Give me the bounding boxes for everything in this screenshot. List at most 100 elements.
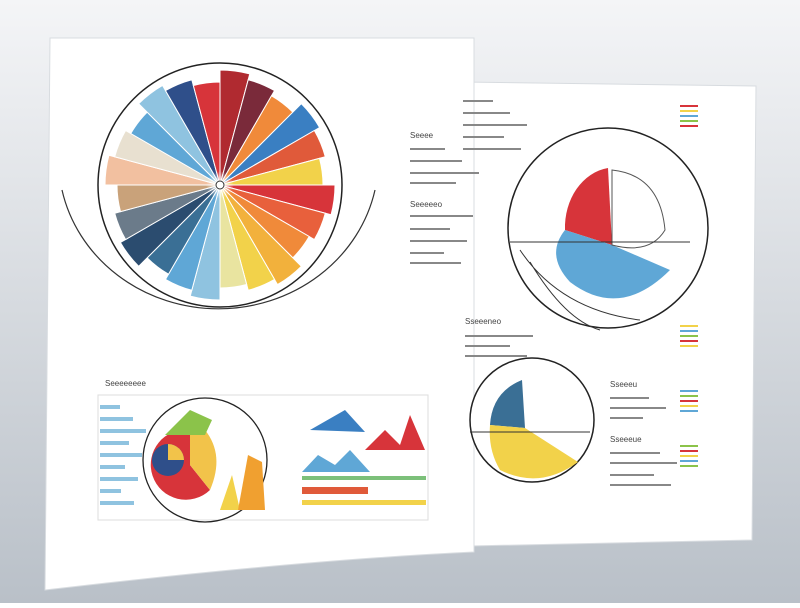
wheel-wedge bbox=[219, 184, 303, 286]
legend-swatch bbox=[680, 450, 698, 452]
mountain bbox=[310, 410, 365, 432]
text-line bbox=[463, 112, 510, 114]
text-line bbox=[463, 100, 493, 102]
mountain bbox=[302, 450, 370, 472]
legend-swatch bbox=[680, 335, 698, 337]
sub-heading: Seeee bbox=[410, 131, 434, 140]
stripe bbox=[302, 487, 368, 494]
wheel-wedge bbox=[219, 129, 326, 186]
h-bar bbox=[100, 453, 142, 457]
text-line bbox=[410, 215, 473, 217]
text-line bbox=[610, 474, 654, 476]
h-bar bbox=[100, 489, 121, 493]
wheel-wedge bbox=[114, 129, 221, 186]
text-line bbox=[610, 452, 660, 454]
text-line bbox=[610, 484, 671, 486]
text-line bbox=[410, 262, 461, 264]
text-lines bbox=[410, 100, 677, 486]
text-line bbox=[463, 124, 527, 126]
wheel-wedge bbox=[164, 79, 221, 186]
text-line bbox=[410, 160, 462, 162]
wheel-wedge bbox=[219, 79, 276, 186]
sub-heading: Seeeeeo bbox=[410, 200, 443, 209]
wheel-arc bbox=[61, 189, 376, 310]
text-line bbox=[410, 228, 450, 230]
legend-swatch bbox=[680, 330, 698, 332]
arc-lines bbox=[519, 249, 641, 331]
text-line bbox=[410, 172, 479, 174]
wheel-wedge bbox=[219, 157, 324, 186]
legend-swatch bbox=[680, 345, 698, 347]
mountain bbox=[365, 415, 425, 450]
text-line bbox=[463, 148, 521, 150]
legend-swatch bbox=[680, 105, 698, 107]
legend-swatch bbox=[680, 125, 698, 127]
h-bar bbox=[100, 477, 138, 481]
blue-wedge bbox=[556, 230, 670, 299]
legend-swatch bbox=[680, 395, 698, 397]
legend-swatch bbox=[680, 455, 698, 457]
text-line bbox=[410, 182, 456, 184]
text-line bbox=[465, 335, 533, 337]
text-line bbox=[465, 345, 510, 347]
blue-wedge bbox=[490, 380, 525, 428]
text-line bbox=[410, 240, 467, 242]
mountain bbox=[238, 455, 265, 510]
legend-swatch bbox=[680, 400, 698, 402]
wheel-hub bbox=[206, 171, 234, 199]
legend-swatch bbox=[680, 120, 698, 122]
green-cap bbox=[165, 410, 212, 435]
wheel-wedge bbox=[114, 184, 221, 241]
h-bar bbox=[100, 441, 129, 445]
text-line bbox=[465, 355, 527, 357]
wheel-wedge bbox=[219, 184, 276, 291]
yellow-wedge bbox=[489, 425, 578, 479]
pie-small-slice bbox=[168, 444, 184, 460]
chart-panel bbox=[97, 394, 429, 521]
wheel-wedge bbox=[219, 102, 321, 186]
red-wedge bbox=[564, 168, 612, 245]
wheel-wedge bbox=[119, 184, 221, 268]
wheel-ring bbox=[97, 62, 343, 308]
text-line bbox=[610, 397, 649, 399]
heading: Sseeeneo bbox=[465, 317, 502, 326]
legend-swatch bbox=[680, 115, 698, 117]
text-line bbox=[410, 148, 445, 150]
legend-swatches bbox=[680, 105, 698, 467]
wheel-chart bbox=[104, 69, 336, 301]
legend-swatch bbox=[680, 325, 698, 327]
stripe bbox=[302, 500, 426, 505]
legend-swatch bbox=[680, 465, 698, 467]
legend-swatch bbox=[680, 410, 698, 412]
text-line bbox=[610, 407, 666, 409]
text-line bbox=[410, 252, 444, 254]
legend-swatch bbox=[680, 110, 698, 112]
h-bar bbox=[100, 501, 134, 505]
chart-ring bbox=[142, 397, 268, 523]
stripe bbox=[302, 476, 426, 480]
text-line bbox=[610, 462, 677, 464]
text-line bbox=[610, 417, 643, 419]
chart-heading: Seeeeeeee bbox=[105, 379, 146, 388]
h-bar bbox=[100, 405, 120, 409]
legend-swatch bbox=[680, 445, 698, 447]
legend-swatch bbox=[680, 405, 698, 407]
heading: Sseeeu bbox=[610, 380, 637, 389]
text-line bbox=[463, 136, 504, 138]
legend-swatch bbox=[680, 390, 698, 392]
wheel-wedge bbox=[164, 184, 221, 291]
wheel-wedge bbox=[219, 184, 326, 241]
legend-swatch bbox=[680, 460, 698, 462]
mountain bbox=[220, 475, 240, 510]
h-bar bbox=[100, 417, 133, 421]
pie-yellow bbox=[190, 430, 217, 490]
h-bar bbox=[100, 465, 125, 469]
horizontal-bars bbox=[100, 405, 146, 505]
wheel-center bbox=[215, 180, 225, 190]
wheel-wedge bbox=[137, 84, 221, 186]
globe-outline bbox=[611, 169, 666, 249]
h-bar bbox=[100, 429, 146, 433]
heading: Sseeeue bbox=[610, 435, 642, 444]
